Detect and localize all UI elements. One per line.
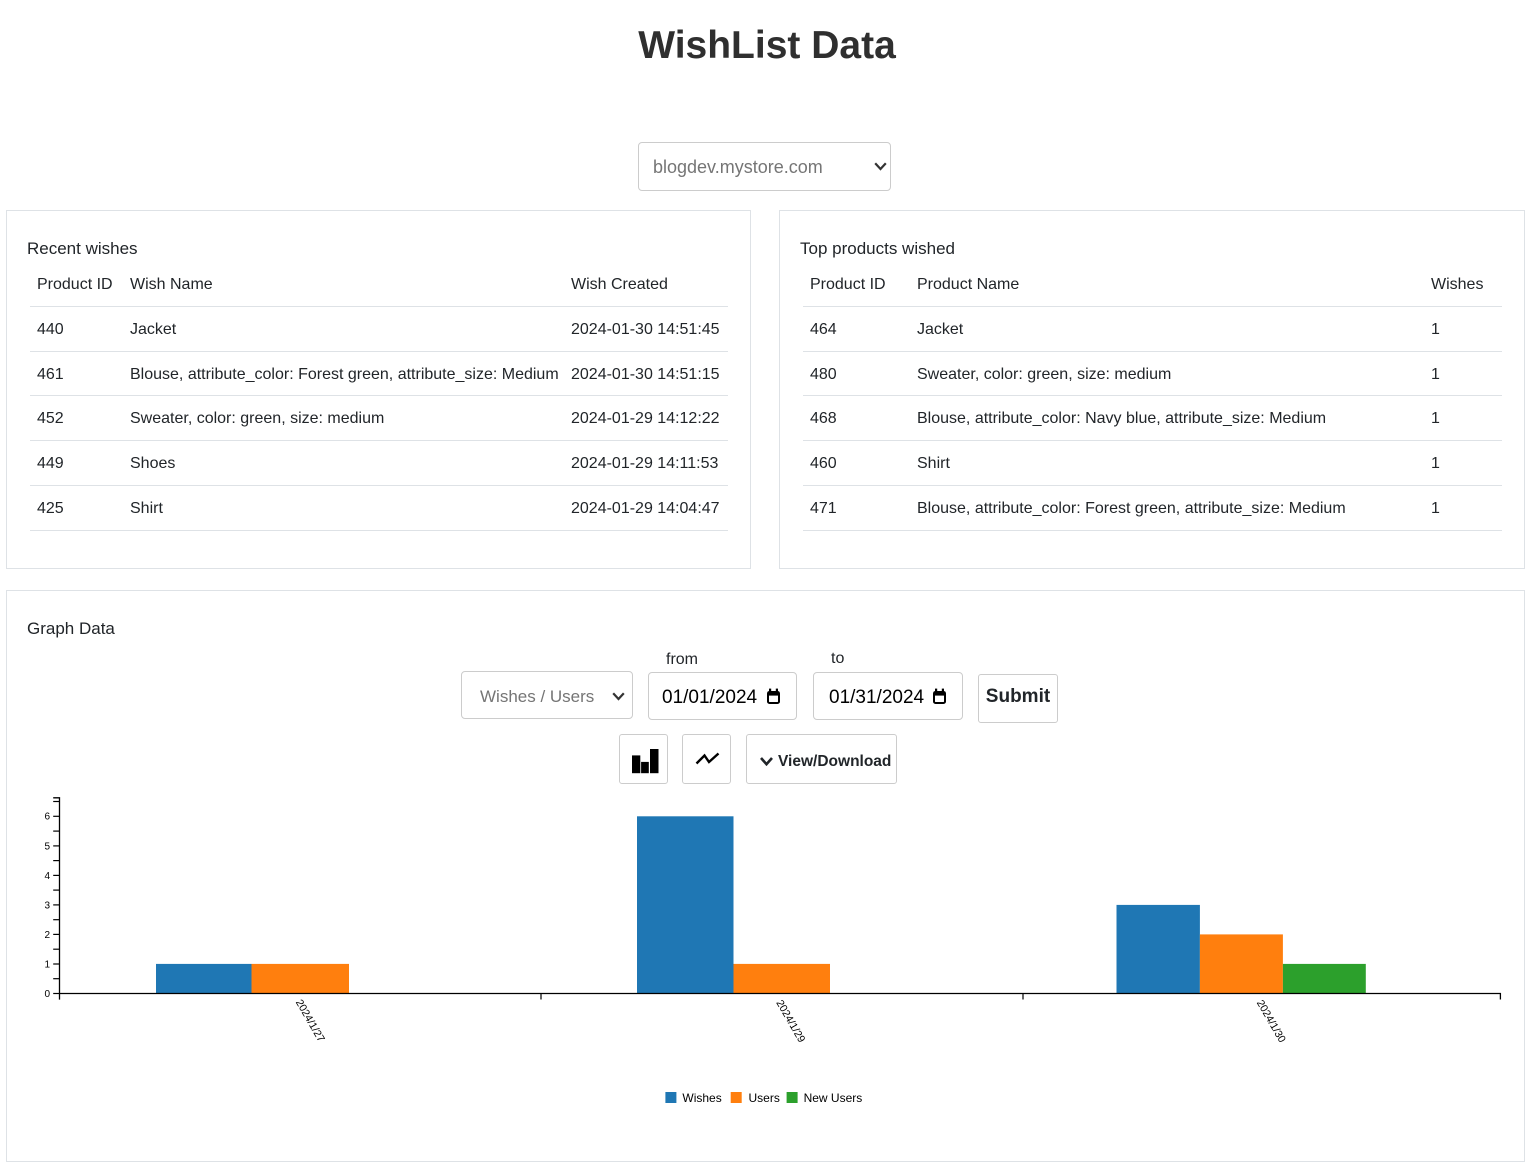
svg-text:3: 3 bbox=[44, 900, 50, 911]
svg-text:6: 6 bbox=[44, 812, 50, 823]
svg-text:0: 0 bbox=[44, 989, 50, 1000]
svg-text:5: 5 bbox=[44, 841, 50, 852]
svg-text:2024/1/27: 2024/1/27 bbox=[293, 997, 327, 1044]
svg-text:2: 2 bbox=[44, 930, 50, 941]
svg-text:2024/1/29: 2024/1/29 bbox=[773, 998, 807, 1045]
svg-text:1: 1 bbox=[44, 959, 50, 970]
svg-text:Users: Users bbox=[749, 1091, 780, 1105]
svg-text:Wishes: Wishes bbox=[682, 1091, 721, 1105]
svg-text:New Users: New Users bbox=[804, 1091, 863, 1105]
svg-text:2024/1/30: 2024/1/30 bbox=[1254, 998, 1288, 1045]
svg-text:4: 4 bbox=[44, 871, 50, 882]
